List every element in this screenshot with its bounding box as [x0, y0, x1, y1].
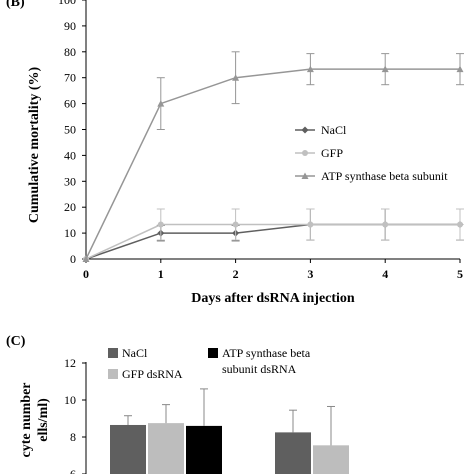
- bar: [275, 432, 311, 474]
- y-tick-label: 70: [64, 71, 76, 85]
- legend-swatch-marker: [301, 126, 309, 134]
- panel-b: (B) 0 10 20 30 40 50 60 70 80 90 100 0 1 2 3 4 5 Cumula…: [6, 0, 464, 306]
- data-point: [382, 221, 389, 228]
- panel-b-y-axis-title: Cumulative mortality (%): [27, 67, 42, 224]
- y-tick-label: 40: [64, 148, 76, 162]
- panel-c-y-axis-title-line1: cyte number: [19, 382, 34, 457]
- y-tick-label: 50: [64, 123, 76, 137]
- panel-c-y-ticks: 6 8 10 12: [64, 356, 86, 474]
- legend-swatch: [108, 348, 118, 358]
- bar: [148, 423, 184, 474]
- panel-b-x-axis-title: Days after dsRNA injection: [191, 291, 355, 306]
- legend-label: NaCl: [321, 123, 347, 137]
- panel-c-y-axis-title-line2: ells/ml): [36, 398, 51, 442]
- bar: [110, 424, 146, 474]
- x-tick-label: 5: [457, 267, 463, 281]
- legend-label: subunit dsRNA: [222, 362, 297, 376]
- y-tick-label: 30: [64, 174, 76, 188]
- panel-c: (C) 6 8 10 12 cyte number ells/ml) NaCl GFP …: [6, 334, 349, 474]
- series-line: [85, 68, 460, 260]
- y-tick-label: 90: [64, 19, 76, 33]
- x-tick-label: 2: [233, 267, 239, 281]
- series-line: [85, 223, 460, 260]
- series-line: [85, 223, 460, 260]
- y-tick-label: 10: [64, 226, 76, 240]
- legend-swatch: [108, 369, 118, 379]
- panel-c-legend: NaCl GFP dsRNA ATP synthase beta subunit ds…: [108, 346, 311, 381]
- legend-label: ATP synthase beta subunit: [321, 169, 448, 183]
- y-tick-label: 6: [70, 467, 76, 474]
- panel-c-letter: (C): [6, 334, 26, 349]
- panel-b-letter: (B): [6, 0, 25, 10]
- x-tick-label: 1: [158, 267, 164, 281]
- y-tick-label: 20: [64, 200, 76, 214]
- panel-b-series: [82, 51, 464, 263]
- y-tick-label: 100: [58, 0, 76, 7]
- bar: [313, 445, 349, 474]
- bar: [186, 425, 222, 474]
- data-point: [157, 100, 165, 107]
- data-point: [232, 74, 240, 81]
- y-tick-label: 12: [64, 356, 76, 370]
- data-point: [157, 221, 164, 228]
- y-tick-label: 8: [70, 430, 76, 444]
- legend-swatch: [208, 348, 218, 358]
- x-tick-label: 4: [382, 267, 388, 281]
- legend-label: NaCl: [122, 346, 148, 360]
- data-point: [456, 65, 464, 73]
- data-point: [82, 255, 90, 262]
- x-tick-label: 0: [83, 267, 89, 281]
- panel-b-x-ticks: 0 1 2 3 4 5: [83, 259, 463, 281]
- legend-swatch-marker: [302, 150, 308, 156]
- panel-b-y-ticks: 0 10 20 30 40 50 60 70 80 90 100: [58, 0, 86, 266]
- legend-label: GFP: [321, 146, 343, 160]
- legend-label: ATP synthase beta: [222, 346, 311, 360]
- panel-c-bars: [110, 388, 349, 474]
- y-tick-label: 60: [64, 97, 76, 111]
- y-tick-label: 10: [64, 393, 76, 407]
- panel-b-legend: NaCl GFP ATP synthase beta subunit: [295, 123, 448, 183]
- legend-swatch-marker: [301, 172, 309, 179]
- data-point: [457, 221, 463, 228]
- data-point: [232, 221, 239, 228]
- x-tick-label: 3: [307, 267, 313, 281]
- data-point: [381, 65, 389, 73]
- y-tick-label: 0: [70, 252, 76, 266]
- data-point: [306, 65, 314, 73]
- legend-label: GFP dsRNA: [122, 367, 183, 381]
- data-point: [307, 221, 314, 228]
- y-tick-label: 80: [64, 45, 76, 59]
